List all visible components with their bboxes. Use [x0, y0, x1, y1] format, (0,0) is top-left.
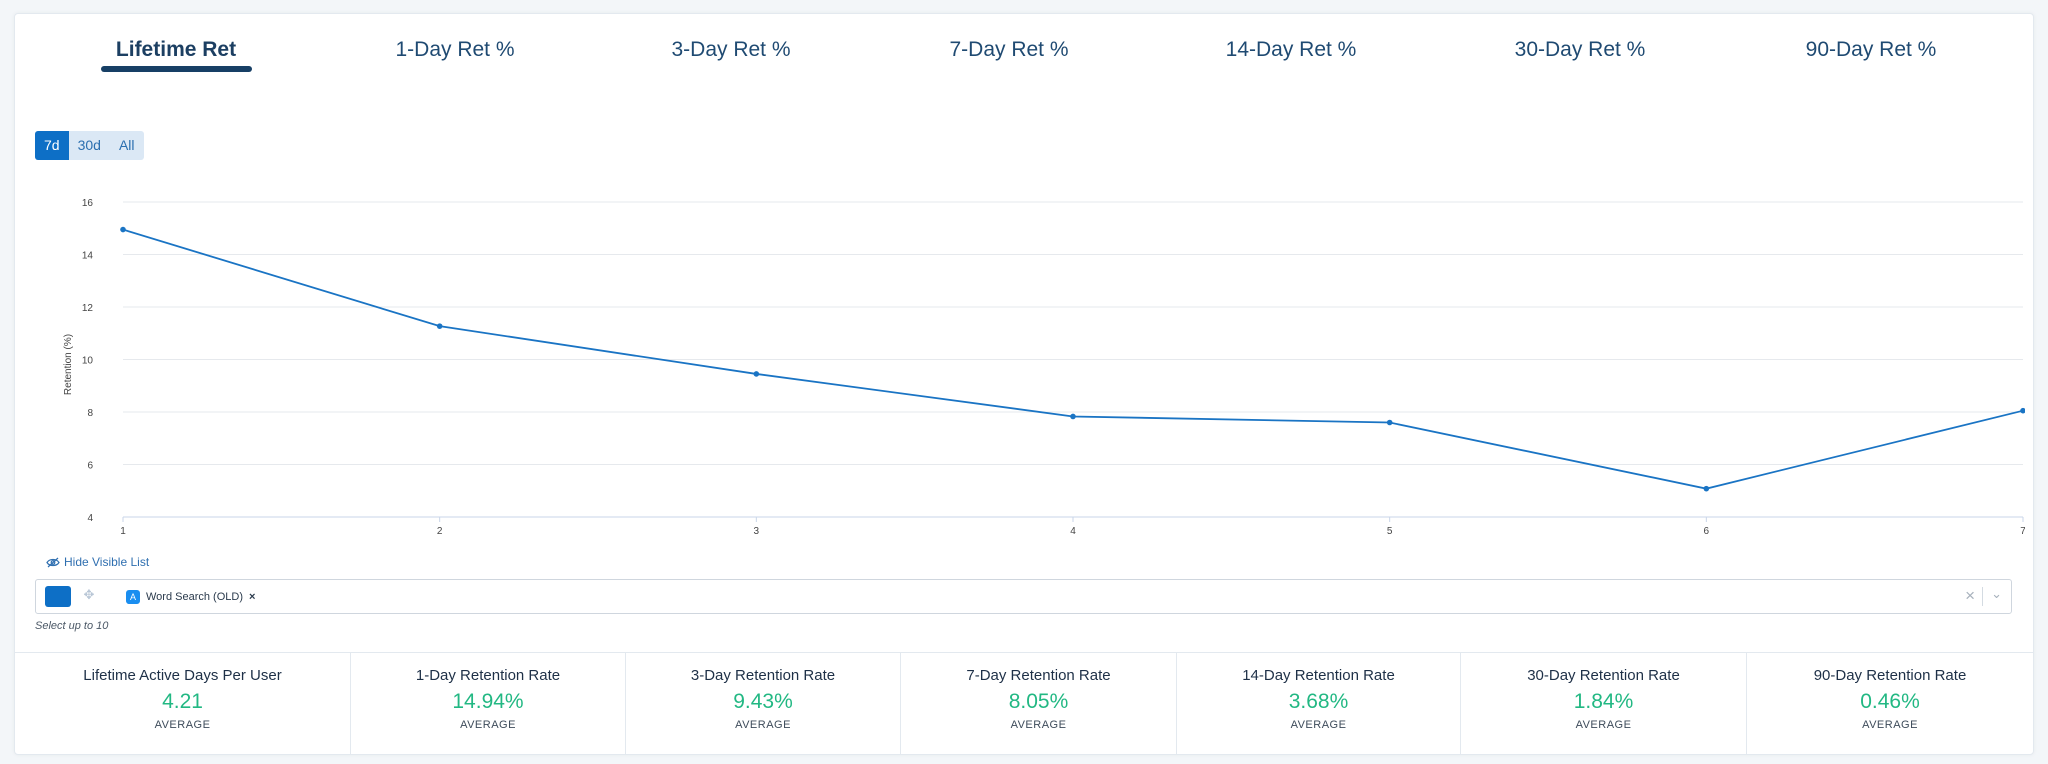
stat-lifetime-active-days: Lifetime Active Days Per User 4.21 AVERA…	[15, 653, 351, 754]
y-tick-label: 6	[87, 461, 93, 472]
tab-90-day-ret[interactable]: 90-Day Ret %	[1805, 38, 1937, 61]
retention-line-chart: 468101214161234567Retention (%)	[63, 198, 2025, 537]
selected-app-tag: A Word Search (OLD) ×	[126, 587, 255, 607]
clear-selection-icon[interactable]: ×	[1965, 586, 1975, 605]
stat-caption: AVERAGE	[1290, 719, 1347, 731]
stat-value: 4.21	[162, 690, 203, 713]
tab-7-day-ret[interactable]: 7-Day Ret %	[949, 38, 1069, 61]
y-tick-label: 16	[82, 198, 94, 209]
tab-14-day-ret[interactable]: 14-Day Ret %	[1225, 38, 1357, 61]
retention-card: Lifetime Ret 1-Day Ret % 3-Day Ret % 7-D…	[14, 13, 2034, 755]
stat-caption: AVERAGE	[1862, 719, 1918, 731]
y-tick-label: 8	[87, 408, 93, 419]
tab-1-day-ret[interactable]: 1-Day Ret %	[395, 38, 515, 61]
stat-value: 0.46%	[1860, 690, 1920, 713]
data-point	[436, 323, 443, 329]
x-tick-label: 7	[2020, 526, 2025, 537]
stat-7-day-retention: 7-Day Retention Rate 8.05% AVERAGE	[901, 653, 1177, 754]
series-color-swatch[interactable]	[45, 586, 71, 607]
stat-title: 30-Day Retention Rate	[1527, 667, 1680, 684]
stat-caption: AVERAGE	[1575, 719, 1632, 731]
data-point	[1703, 485, 1710, 492]
stat-caption: AVERAGE	[735, 719, 791, 731]
data-point	[1070, 413, 1076, 420]
stat-30-day-retention: 30-Day Retention Rate 1.84% AVERAGE	[1461, 653, 1747, 754]
selector-divider	[1982, 587, 1983, 606]
drag-handle-icon[interactable]: ✥	[83, 587, 95, 602]
stat-90-day-retention: 90-Day Retention Rate 0.46% AVERAGE	[1747, 653, 2033, 754]
range-7d-button[interactable]: 7d	[35, 131, 69, 160]
stat-1-day-retention: 1-Day Retention Rate 14.94% AVERAGE	[351, 653, 626, 754]
y-tick-label: 12	[82, 303, 94, 314]
x-tick-label: 1	[120, 526, 126, 537]
stat-title: 14-Day Retention Rate	[1242, 667, 1395, 684]
tab-3-day-ret[interactable]: 3-Day Ret %	[671, 38, 791, 61]
stat-title: Lifetime Active Days Per User	[83, 667, 282, 684]
range-all-button[interactable]: All	[118, 137, 135, 153]
active-tab-underline	[101, 66, 252, 72]
y-axis-title: Retention (%)	[63, 334, 74, 395]
stat-3-day-retention: 3-Day Retention Rate 9.43% AVERAGE	[626, 653, 901, 754]
stat-title: 90-Day Retention Rate	[1813, 667, 1967, 684]
app-multiselect[interactable]: ✥ A Word Search (OLD) × × ⌄	[35, 579, 2012, 614]
stat-title: 1-Day Retention Rate	[415, 667, 561, 684]
data-point	[2020, 407, 2025, 414]
x-tick-label: 2	[437, 526, 443, 537]
chevron-down-icon[interactable]: ⌄	[1991, 586, 2002, 601]
hide-visible-list-label: Hide Visible List	[64, 555, 150, 569]
stat-value: 14.94%	[452, 690, 524, 713]
x-tick-label: 5	[1387, 526, 1393, 537]
stat-caption: AVERAGE	[460, 719, 516, 731]
eye-slash-icon	[46, 557, 60, 567]
y-tick-label: 4	[87, 513, 93, 524]
stat-value: 3.68%	[1288, 690, 1349, 713]
range-selector: 7d 30d All	[35, 131, 144, 160]
tab-30-day-ret[interactable]: 30-Day Ret %	[1514, 38, 1646, 61]
remove-tag-icon[interactable]: ×	[249, 591, 256, 603]
x-tick-label: 6	[1704, 526, 1710, 537]
x-tick-label: 3	[754, 526, 760, 537]
stat-caption: AVERAGE	[154, 719, 211, 731]
stat-caption: AVERAGE	[1010, 719, 1067, 731]
tab-lifetime-ret[interactable]: Lifetime Ret	[115, 38, 237, 61]
app-store-icon: A	[126, 590, 140, 604]
stat-title: 3-Day Retention Rate	[690, 667, 836, 684]
stat-value: 1.84%	[1573, 690, 1634, 713]
stat-title: 7-Day Retention Rate	[966, 667, 1111, 684]
data-point	[120, 226, 126, 233]
selection-hint: Select up to 10	[35, 620, 109, 632]
stat-14-day-retention: 14-Day Retention Rate 3.68% AVERAGE	[1177, 653, 1461, 754]
stat-value: 9.43%	[733, 690, 793, 713]
metric-tabs: Lifetime Ret 1-Day Ret % 3-Day Ret % 7-D…	[15, 14, 2033, 80]
selected-app-name: Word Search (OLD)	[146, 591, 243, 603]
x-tick-label: 4	[1070, 526, 1076, 537]
data-point	[1386, 419, 1393, 426]
y-tick-label: 14	[82, 251, 94, 262]
y-tick-label: 10	[82, 356, 94, 367]
data-point	[753, 371, 760, 377]
stats-row: Lifetime Active Days Per User 4.21 AVERA…	[15, 652, 2033, 754]
range-30d-button[interactable]: 30d	[77, 137, 101, 153]
hide-visible-list-link[interactable]: Hide Visible List	[46, 555, 149, 569]
stat-value: 8.05%	[1008, 690, 1069, 713]
